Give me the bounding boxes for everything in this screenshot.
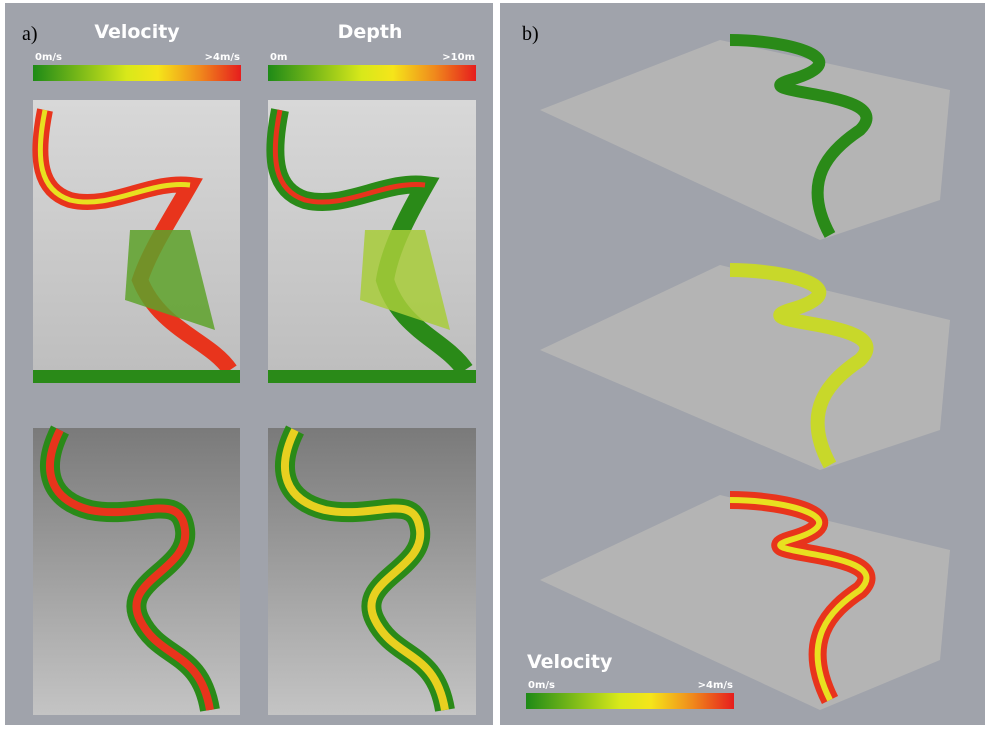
map-velocity-top: [33, 100, 240, 383]
legend-colorbar: [526, 693, 734, 709]
depth-min: 0m: [270, 52, 287, 63]
map-depth-bottom: [268, 428, 476, 715]
velocity-colorbar: [33, 65, 241, 81]
depth-colorbar: [268, 65, 476, 81]
legend-title: Velocity: [527, 651, 613, 673]
legend-max: >4m/s: [698, 680, 733, 691]
floodplain: [33, 370, 240, 383]
floodplain: [268, 370, 476, 383]
map-velocity-bottom: [33, 428, 240, 715]
map: [268, 428, 476, 715]
depth-title: Depth: [338, 21, 403, 43]
velocity-max: >4m/s: [205, 52, 240, 63]
panel-a-label: a): [22, 23, 38, 45]
map: [33, 428, 240, 715]
figure: a) Velocity Depth 0m/s >4m/s 0m >10m b): [0, 0, 988, 730]
legend-min: 0m/s: [528, 680, 555, 691]
map-depth-top: [268, 100, 476, 383]
panel-b-label: b): [522, 23, 539, 45]
depth-max: >10m: [442, 52, 475, 63]
velocity-title: Velocity: [94, 21, 180, 43]
velocity-min: 0m/s: [35, 52, 62, 63]
